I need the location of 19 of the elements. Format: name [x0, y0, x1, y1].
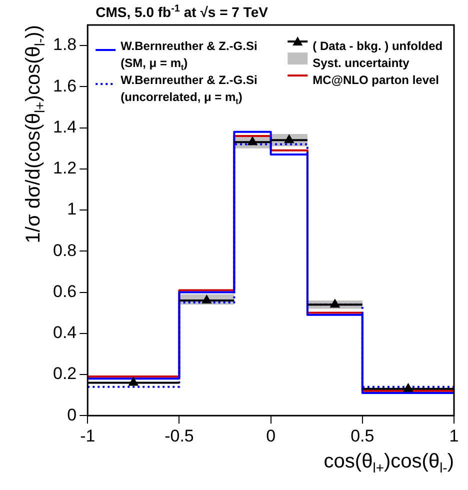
x-tick-label: 0.5 — [350, 426, 374, 446]
y-axis-title: 1/σ dσ/d(cos(θl+)cos(θl-)) — [22, 24, 48, 244]
x-tick-label: -1 — [80, 426, 96, 446]
y-tick-label: 0 — [67, 405, 77, 424]
y-tick-label: 0.4 — [52, 323, 77, 342]
y-tick-label: 1.2 — [52, 158, 77, 178]
legend-label: Syst. uncertainty — [312, 56, 410, 70]
y-tick-label: 1.6 — [52, 76, 77, 96]
y-tick-label: 0.2 — [52, 364, 77, 384]
legend-label: MC@NLO parton level — [312, 73, 440, 87]
legend-label: ( Data - bkg. ) unfolded — [312, 39, 443, 53]
y-tick-label: 1.4 — [52, 117, 77, 136]
x-tick-label: 1 — [449, 426, 459, 446]
y-tick-label: 1.8 — [52, 35, 77, 54]
x-tick-label: -0.5 — [164, 426, 194, 446]
y-tick-label: 0.8 — [52, 240, 77, 260]
y-tick-label: 1 — [67, 200, 77, 219]
y-tick-label: 0.6 — [52, 282, 77, 301]
x-tick-label: 0 — [266, 426, 276, 446]
